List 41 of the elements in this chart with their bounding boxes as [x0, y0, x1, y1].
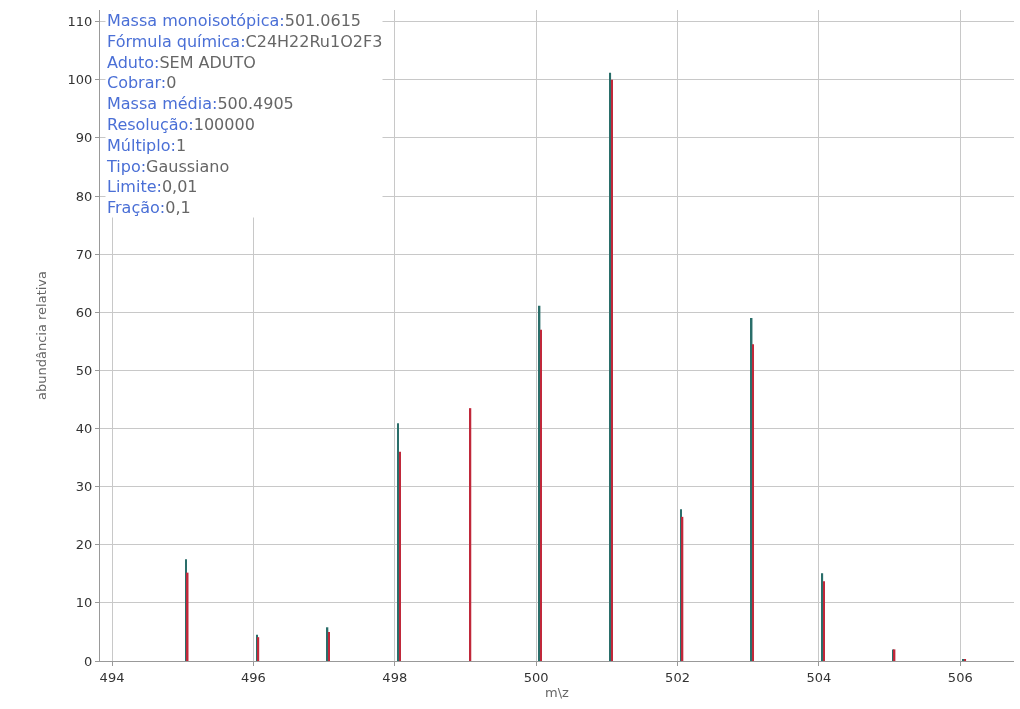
y-tick-label: 20 — [75, 537, 93, 553]
x-tick-label: 494 — [99, 669, 125, 685]
bar — [821, 573, 824, 661]
bar — [752, 344, 755, 661]
y-tick-label: 0 — [84, 653, 93, 669]
annotation: Aduto:SEM ADUTO — [107, 52, 256, 72]
bar — [611, 79, 613, 661]
x-tick-label: 500 — [523, 669, 549, 685]
x-tick-label: 506 — [947, 669, 973, 685]
annotation: Massa monoisotópica:501.0615 — [107, 11, 362, 30]
y-tick-label: 10 — [75, 595, 93, 611]
annotation: Resolução:100000 — [107, 115, 255, 134]
x-axis-title: m\z — [545, 684, 570, 700]
y-tick-label: 100 — [67, 72, 93, 88]
y-tick-label: 40 — [75, 421, 93, 437]
y-tick-label: 60 — [75, 304, 93, 320]
bar — [823, 581, 825, 661]
x-tick-label: 498 — [382, 669, 408, 685]
x-tick-label: 504 — [806, 669, 832, 685]
annotation: Massa média:500.4905 — [107, 94, 294, 114]
bar — [609, 72, 612, 661]
annotation: Limite:0,01 — [107, 177, 198, 197]
annotation: Fração:0,1 — [107, 198, 191, 218]
bar — [186, 572, 189, 661]
y-tick-label: 50 — [75, 362, 93, 378]
bar — [540, 329, 542, 661]
annotation: Cobrar:0 — [107, 73, 177, 93]
bar — [328, 631, 330, 661]
annotation: Fórmula química:C24H22Ru1O2F3 — [107, 31, 383, 51]
annotation: Tipo:Gaussiano — [106, 156, 230, 176]
y-axis-title: abundância relativa — [33, 270, 49, 401]
y-tick-label: 80 — [75, 188, 93, 204]
y-tick-label: 30 — [75, 479, 93, 495]
y-tick-label: 110 — [67, 14, 93, 30]
bar — [399, 451, 401, 661]
y-tick-label: 90 — [75, 130, 93, 146]
bar — [397, 423, 400, 661]
x-tick-label: 502 — [665, 669, 690, 685]
y-tick-label: 70 — [75, 246, 93, 262]
annotation: Múltiplo:1 — [107, 135, 187, 155]
x-tick-label: 496 — [240, 669, 266, 685]
